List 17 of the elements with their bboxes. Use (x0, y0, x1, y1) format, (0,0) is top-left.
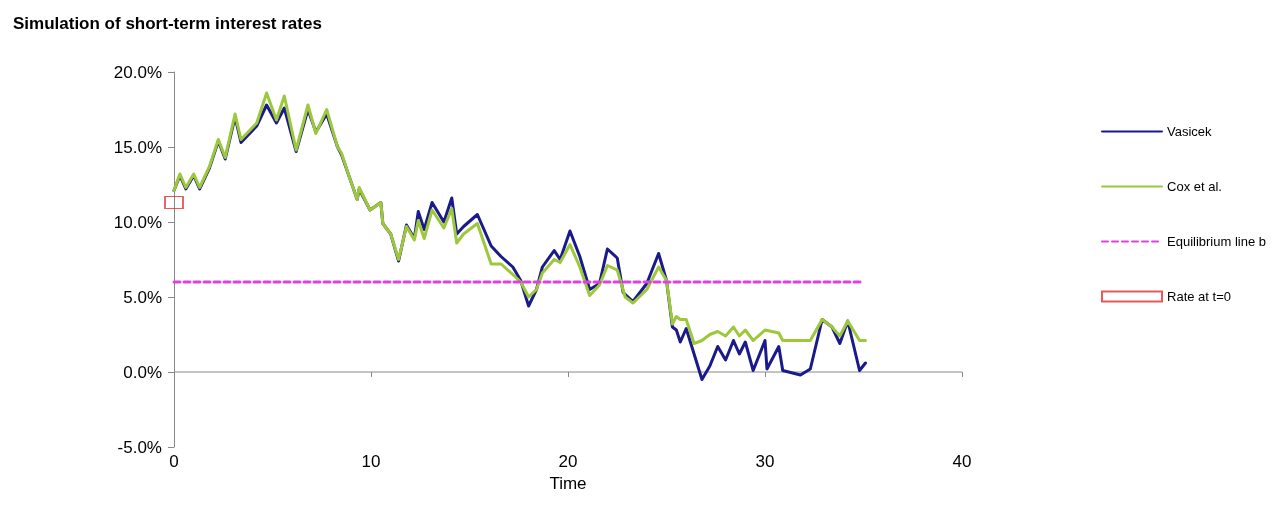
legend-label: Cox et al. (1167, 179, 1222, 194)
y-tick-label: 20.0% (113, 62, 162, 82)
y-tick-label: 0.0% (123, 362, 162, 382)
legend-label: Vasicek (1167, 124, 1213, 139)
y-tick-label: -5.0% (117, 437, 162, 457)
x-tick-label: 10 (361, 452, 381, 471)
legend-label: Rate at t=0 (1167, 289, 1231, 304)
y-tick-label: 10.0% (113, 212, 162, 232)
chart-title: Simulation of short-term interest rates (13, 14, 322, 33)
x-tick-label: 40 (952, 452, 972, 471)
y-tick-label: 15.0% (113, 137, 162, 157)
x-tick-label: 20 (558, 452, 578, 471)
legend-label: Equilibrium line b (1167, 234, 1267, 249)
y-tick-label: 5.0% (123, 287, 162, 307)
x-axis-title: Time (549, 473, 587, 493)
x-tick-label: 0 (169, 452, 179, 471)
x-tick-label: 30 (755, 452, 775, 471)
